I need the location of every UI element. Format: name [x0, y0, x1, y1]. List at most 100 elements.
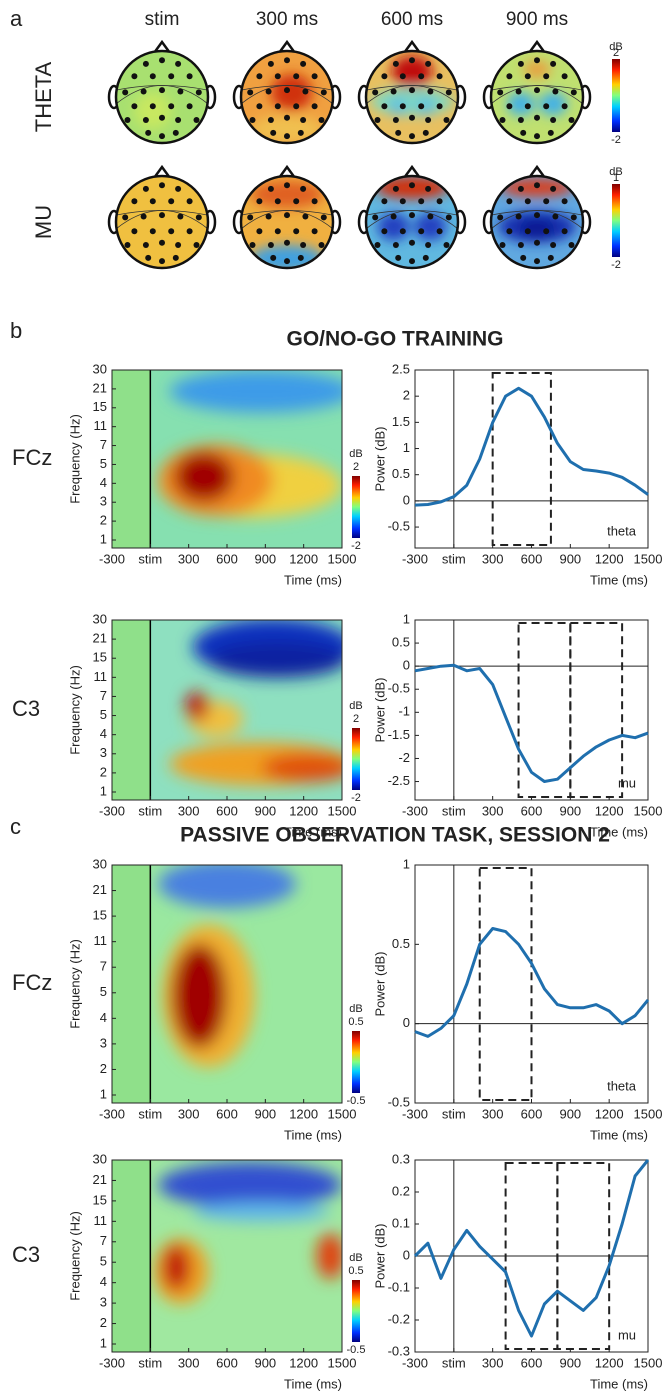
y-tick-label: 4	[100, 475, 107, 490]
electrode	[145, 129, 152, 136]
electrode	[418, 228, 425, 235]
electrode	[256, 73, 263, 80]
y-tick-label: -0.1	[388, 1279, 410, 1294]
electrode	[409, 114, 415, 121]
y-tick-label: 1	[100, 1335, 107, 1350]
x-tick-label: -300	[99, 1355, 125, 1370]
head-outline	[364, 49, 460, 145]
x-tick-label: 900	[254, 1106, 276, 1121]
y-tick-label: 0.5	[392, 936, 410, 951]
electrode	[274, 103, 281, 110]
electrode	[302, 88, 309, 95]
y-axis-label: Frequency (Hz)	[67, 665, 82, 755]
x-axis-label: Time (ms)	[284, 1127, 342, 1142]
electrode	[320, 89, 327, 96]
heatmap-blob	[174, 451, 234, 502]
electrode	[561, 73, 568, 80]
y-tick-label: 1	[100, 531, 107, 546]
colorbar-label: dB	[609, 166, 622, 178]
x-tick-label: 900	[254, 803, 276, 818]
nose	[402, 164, 422, 179]
x-tick-label: 300	[482, 1106, 504, 1121]
y-tick-label: 0.5	[392, 635, 410, 650]
electrode	[186, 228, 193, 235]
electrode	[381, 198, 388, 205]
time-label: 600 ms	[381, 9, 443, 30]
electrode	[395, 129, 402, 136]
electrode	[159, 87, 165, 94]
x-tick-label: stim	[442, 1355, 466, 1370]
electrode	[520, 254, 527, 261]
y-tick-label: 5	[100, 1254, 107, 1269]
electrode	[552, 88, 559, 95]
contour	[116, 85, 208, 105]
row-label: FCz	[12, 970, 52, 995]
x-tick-label: 900	[559, 551, 581, 566]
electrode	[418, 73, 425, 80]
electrode	[534, 114, 540, 121]
y-tick-label: 2	[100, 1061, 107, 1076]
heatmap-blobs	[169, 620, 342, 786]
head-outline	[239, 49, 335, 145]
y-tick-label: 7	[100, 959, 107, 974]
electrode	[524, 228, 531, 235]
y-tick-label: 0	[403, 1015, 410, 1030]
electrode	[186, 73, 193, 80]
colorbar-label: dB	[349, 700, 362, 712]
y-tick-label: 1	[100, 783, 107, 798]
x-axis-label: Time (ms)	[590, 1127, 648, 1142]
electrode	[256, 228, 263, 235]
electrode	[443, 117, 450, 123]
electrode	[422, 129, 429, 136]
electrode	[497, 89, 504, 96]
y-axis-label: Power (dB)	[372, 426, 387, 491]
electrode	[436, 228, 443, 235]
y-tick-label: 21	[93, 1172, 107, 1187]
contour	[241, 85, 333, 105]
electrode	[534, 87, 540, 94]
y-tick-label: 11	[94, 933, 108, 948]
electrode	[543, 198, 550, 205]
electrode	[381, 103, 388, 110]
heatmap-image	[112, 1160, 342, 1352]
y-tick-label: 30	[93, 611, 107, 626]
electrode	[159, 258, 165, 265]
x-tick-label: 600	[521, 1355, 543, 1370]
x-tick-label: 300	[178, 551, 200, 566]
electrode	[300, 117, 307, 123]
band-annotation: theta	[607, 1078, 637, 1093]
x-tick-label: 600	[216, 551, 238, 566]
electrode	[372, 89, 379, 96]
colorbar-tick-label: 2	[613, 47, 619, 59]
electrode	[443, 242, 450, 248]
x-tick-label: 1200	[289, 551, 318, 566]
electrode	[159, 239, 165, 246]
electrode	[142, 242, 149, 248]
y-tick-label: 15	[93, 650, 107, 665]
electrode	[311, 73, 318, 80]
electrode	[534, 182, 540, 189]
head-outline	[239, 174, 335, 270]
colorbar-tick-label: -2	[611, 259, 621, 271]
contour	[491, 210, 583, 230]
heatmap-image	[112, 865, 342, 1103]
contour	[366, 210, 458, 230]
electrode	[267, 242, 274, 248]
head-map	[491, 51, 583, 143]
x-tick-label: 1500	[634, 1355, 663, 1370]
y-tick-label: 0	[403, 492, 410, 507]
electrode	[422, 254, 429, 261]
electrode	[195, 89, 202, 96]
x-tick-label: 1200	[289, 1355, 318, 1370]
electrode	[175, 185, 182, 192]
x-axis-label: Time (ms)	[590, 1376, 648, 1391]
power-line	[413, 1159, 650, 1338]
x-tick-label: -300	[99, 551, 125, 566]
heatmap-blob	[192, 1202, 331, 1222]
electrode	[506, 198, 513, 205]
electrode	[256, 103, 263, 110]
x-tick-label: stim	[138, 803, 162, 818]
electrode	[311, 103, 318, 110]
electrode	[177, 88, 184, 95]
x-tick-label: 900	[559, 1106, 581, 1121]
